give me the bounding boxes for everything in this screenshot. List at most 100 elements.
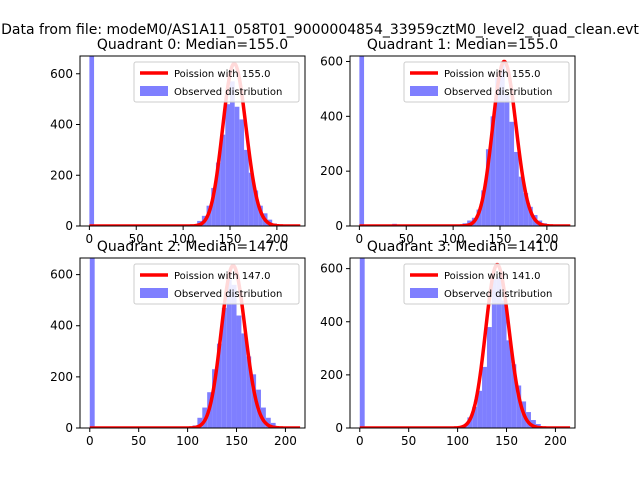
legend-bar-swatch bbox=[140, 288, 168, 298]
histogram-bar bbox=[212, 369, 217, 428]
histogram-bar bbox=[359, 258, 365, 428]
histogram-bar bbox=[197, 417, 203, 428]
histogram-bar bbox=[504, 94, 510, 226]
histogram-bar bbox=[359, 56, 365, 226]
histogram-bar bbox=[500, 64, 505, 226]
y-tick-label: 0 bbox=[335, 421, 343, 435]
histogram-bar bbox=[486, 327, 492, 428]
legend-label: Poission with 155.0 bbox=[174, 69, 270, 80]
histogram-bar bbox=[239, 119, 245, 226]
histogram-bar bbox=[518, 176, 524, 226]
y-tick-label: 400 bbox=[320, 109, 343, 123]
y-tick-label: 400 bbox=[50, 319, 73, 333]
histogram-bar bbox=[234, 106, 240, 226]
x-tick-label: 100 bbox=[176, 434, 199, 448]
legend-bar-swatch bbox=[410, 86, 438, 96]
panel-2: 0 50 100 150 200 0 200 400 600 Quadrant 2: Median… bbox=[50, 239, 306, 448]
histogram-bar bbox=[485, 149, 491, 226]
histogram-bar bbox=[528, 206, 533, 226]
x-tick-label: 100 bbox=[172, 232, 195, 246]
histogram-bar bbox=[216, 343, 222, 428]
histogram-bar bbox=[215, 162, 221, 226]
y-tick-label: 200 bbox=[50, 168, 73, 182]
panel-title: Quadrant 2: Median=147.0 bbox=[97, 239, 288, 255]
legend: Poission with 147.0 Observed distribution bbox=[133, 263, 300, 305]
y-tick-label: 0 bbox=[335, 219, 343, 233]
legend-label: Observed distribution bbox=[444, 87, 552, 98]
histogram-bar bbox=[225, 104, 230, 226]
histogram-bar bbox=[248, 172, 254, 226]
y-tick-label: 600 bbox=[320, 54, 343, 68]
x-tick-label: 200 bbox=[274, 434, 297, 448]
histogram-bar bbox=[491, 279, 497, 428]
x-tick-label: 150 bbox=[495, 434, 518, 448]
histogram-bar bbox=[246, 356, 252, 428]
poisson-curve bbox=[89, 263, 301, 428]
x-tick-label: 200 bbox=[544, 434, 567, 448]
histogram-bar bbox=[226, 279, 232, 428]
legend-label: Observed distribution bbox=[174, 87, 282, 98]
x-tick-label: 150 bbox=[489, 232, 512, 246]
x-tick-label: 200 bbox=[265, 232, 288, 246]
y-tick-label: 200 bbox=[320, 368, 343, 382]
legend: Poission with 155.0 Observed distribution bbox=[133, 61, 300, 103]
histogram-bar bbox=[89, 258, 95, 428]
histogram-bar bbox=[472, 406, 478, 428]
axes-frame bbox=[349, 55, 576, 227]
figure-suptitle: Data from file: modeM0/AS1A11_058T01_900… bbox=[1, 22, 639, 38]
y-tick-label: 600 bbox=[50, 268, 73, 282]
histogram-bar bbox=[496, 276, 502, 428]
y-tick-label: 600 bbox=[320, 262, 343, 276]
histogram-bar bbox=[236, 315, 242, 428]
histogram-bar bbox=[495, 77, 500, 226]
y-tick-label: 200 bbox=[50, 370, 73, 384]
axes-frame bbox=[79, 55, 306, 227]
y-tick-label: 400 bbox=[50, 118, 73, 132]
histogram-bar bbox=[523, 193, 529, 226]
histogram-bar bbox=[530, 420, 536, 428]
x-tick-label: 0 bbox=[356, 434, 364, 448]
histogram-bar bbox=[241, 333, 247, 428]
panel-title: Quadrant 0: Median=155.0 bbox=[97, 37, 288, 53]
axes-frame bbox=[349, 257, 576, 429]
panel-0: 0 50 100 150 200 0 200 400 600 Quadrant 0: Median… bbox=[50, 37, 306, 246]
legend-label: Poission with 155.0 bbox=[444, 69, 540, 80]
legend-label: Observed distribution bbox=[174, 289, 282, 300]
histogram-bar bbox=[251, 374, 257, 428]
histogram-bar bbox=[265, 417, 271, 428]
legend: Poission with 155.0 Observed distribution bbox=[403, 61, 570, 103]
poisson-curve bbox=[359, 262, 571, 428]
histogram-bar bbox=[477, 390, 483, 428]
histogram-bar bbox=[211, 187, 216, 226]
y-tick-label: 0 bbox=[65, 421, 73, 435]
histogram-bar bbox=[244, 149, 249, 226]
x-tick-label: 100 bbox=[442, 232, 465, 246]
x-tick-label: 200 bbox=[535, 232, 558, 246]
legend-bar-swatch bbox=[410, 288, 438, 298]
histogram-bar bbox=[481, 190, 486, 226]
legend-box bbox=[403, 61, 570, 103]
histogram-bar bbox=[230, 81, 235, 226]
x-tick-label: 0 bbox=[356, 232, 364, 246]
histogram-bar bbox=[509, 121, 515, 226]
histogram-bar bbox=[476, 209, 482, 226]
histogram-bar bbox=[516, 385, 522, 428]
histogram-bar bbox=[258, 205, 263, 226]
panel-1: 0 50 100 150 200 0 200 400 600 Quadrant 1: Median… bbox=[320, 37, 576, 246]
x-tick-label: 100 bbox=[446, 434, 469, 448]
legend-box bbox=[133, 61, 300, 103]
histogram-bar bbox=[220, 134, 226, 226]
panel-title: Quadrant 3: Median=141.0 bbox=[367, 239, 558, 255]
histogram-bar bbox=[506, 340, 512, 428]
histogram-bar bbox=[501, 300, 507, 428]
x-tick-label: 50 bbox=[129, 232, 144, 246]
panel-3: 0 50 100 150 200 0 200 400 600 Quadrant 3: Median… bbox=[320, 239, 576, 448]
histogram-bar bbox=[221, 307, 227, 428]
x-tick-label: 150 bbox=[225, 434, 248, 448]
histogram-bar bbox=[89, 56, 95, 226]
x-tick-label: 150 bbox=[219, 232, 242, 246]
histogram-bar bbox=[511, 364, 517, 428]
histogram-bar bbox=[490, 116, 496, 226]
axes-frame bbox=[79, 257, 306, 429]
legend-bar-swatch bbox=[140, 86, 168, 96]
